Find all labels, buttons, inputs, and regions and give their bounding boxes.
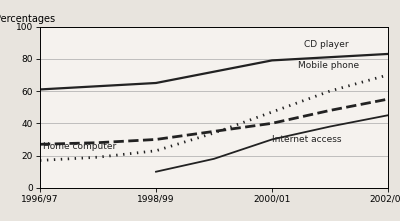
Text: Internet access: Internet access	[272, 135, 342, 144]
Text: Mobile phone: Mobile phone	[298, 61, 359, 70]
Text: Home computer: Home computer	[43, 142, 116, 151]
Text: Percentages: Percentages	[0, 14, 55, 24]
Text: CD player: CD player	[304, 40, 348, 49]
